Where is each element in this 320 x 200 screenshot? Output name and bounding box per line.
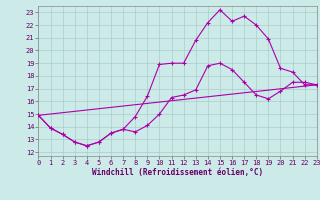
X-axis label: Windchill (Refroidissement éolien,°C): Windchill (Refroidissement éolien,°C) <box>92 168 263 177</box>
